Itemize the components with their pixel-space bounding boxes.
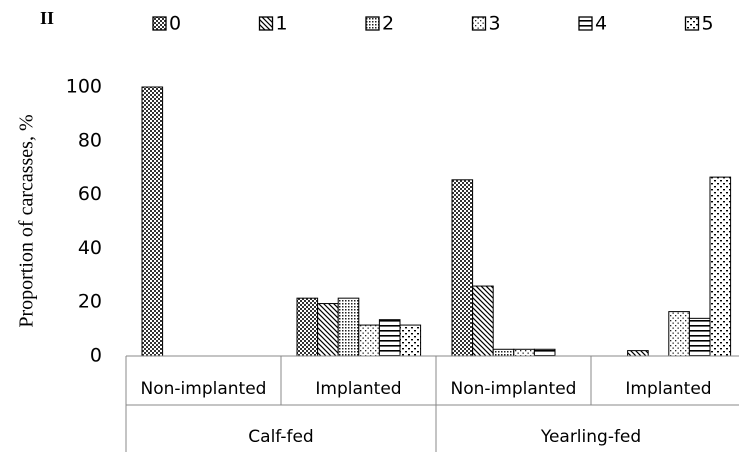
legend-swatch: [152, 16, 167, 31]
x-tick-label: Implanted: [625, 379, 711, 399]
legend-swatch: [578, 16, 593, 31]
bar: [472, 285, 494, 357]
y-tick-label: 40: [78, 237, 102, 259]
bar: [296, 297, 319, 357]
legend-swatch: [471, 16, 487, 31]
legend-label: 5: [702, 13, 714, 35]
bar: [533, 348, 556, 357]
bar: [399, 324, 422, 357]
legend-label: 1: [276, 13, 288, 35]
bar: [378, 319, 401, 357]
legend-label: 4: [595, 13, 607, 35]
bar: [627, 350, 649, 357]
y-axis-label: Proportion of carcasses, %: [16, 114, 38, 327]
y-tick-label: 100: [66, 76, 102, 98]
y-tick-label: 20: [78, 291, 102, 313]
bar: [141, 86, 164, 357]
group-label: Yearling-fed: [540, 427, 641, 447]
bar: [337, 297, 360, 357]
legend-label: 3: [489, 13, 501, 35]
bar: [668, 311, 690, 357]
y-tick-label: 60: [78, 183, 102, 205]
bar: [451, 179, 474, 357]
bar: [358, 324, 380, 357]
bar: [492, 348, 515, 357]
y-tick-label: 80: [78, 129, 102, 151]
legend-swatch: [365, 16, 380, 31]
legend-swatch: [684, 16, 700, 31]
legend-label: 0: [169, 13, 181, 35]
legend-swatch: [258, 16, 274, 31]
x-tick-label: Implanted: [315, 379, 401, 399]
legend-label: 2: [382, 13, 394, 35]
bar: [513, 348, 535, 357]
bar: [317, 303, 339, 357]
chart-title: II: [40, 8, 54, 28]
x-tick-label: Non-implanted: [141, 379, 267, 399]
bar: [688, 317, 711, 357]
group-label: Calf-fed: [248, 427, 313, 447]
y-tick-label: 0: [90, 345, 102, 367]
bar: [709, 176, 732, 357]
x-tick-label: Non-implanted: [451, 379, 577, 399]
